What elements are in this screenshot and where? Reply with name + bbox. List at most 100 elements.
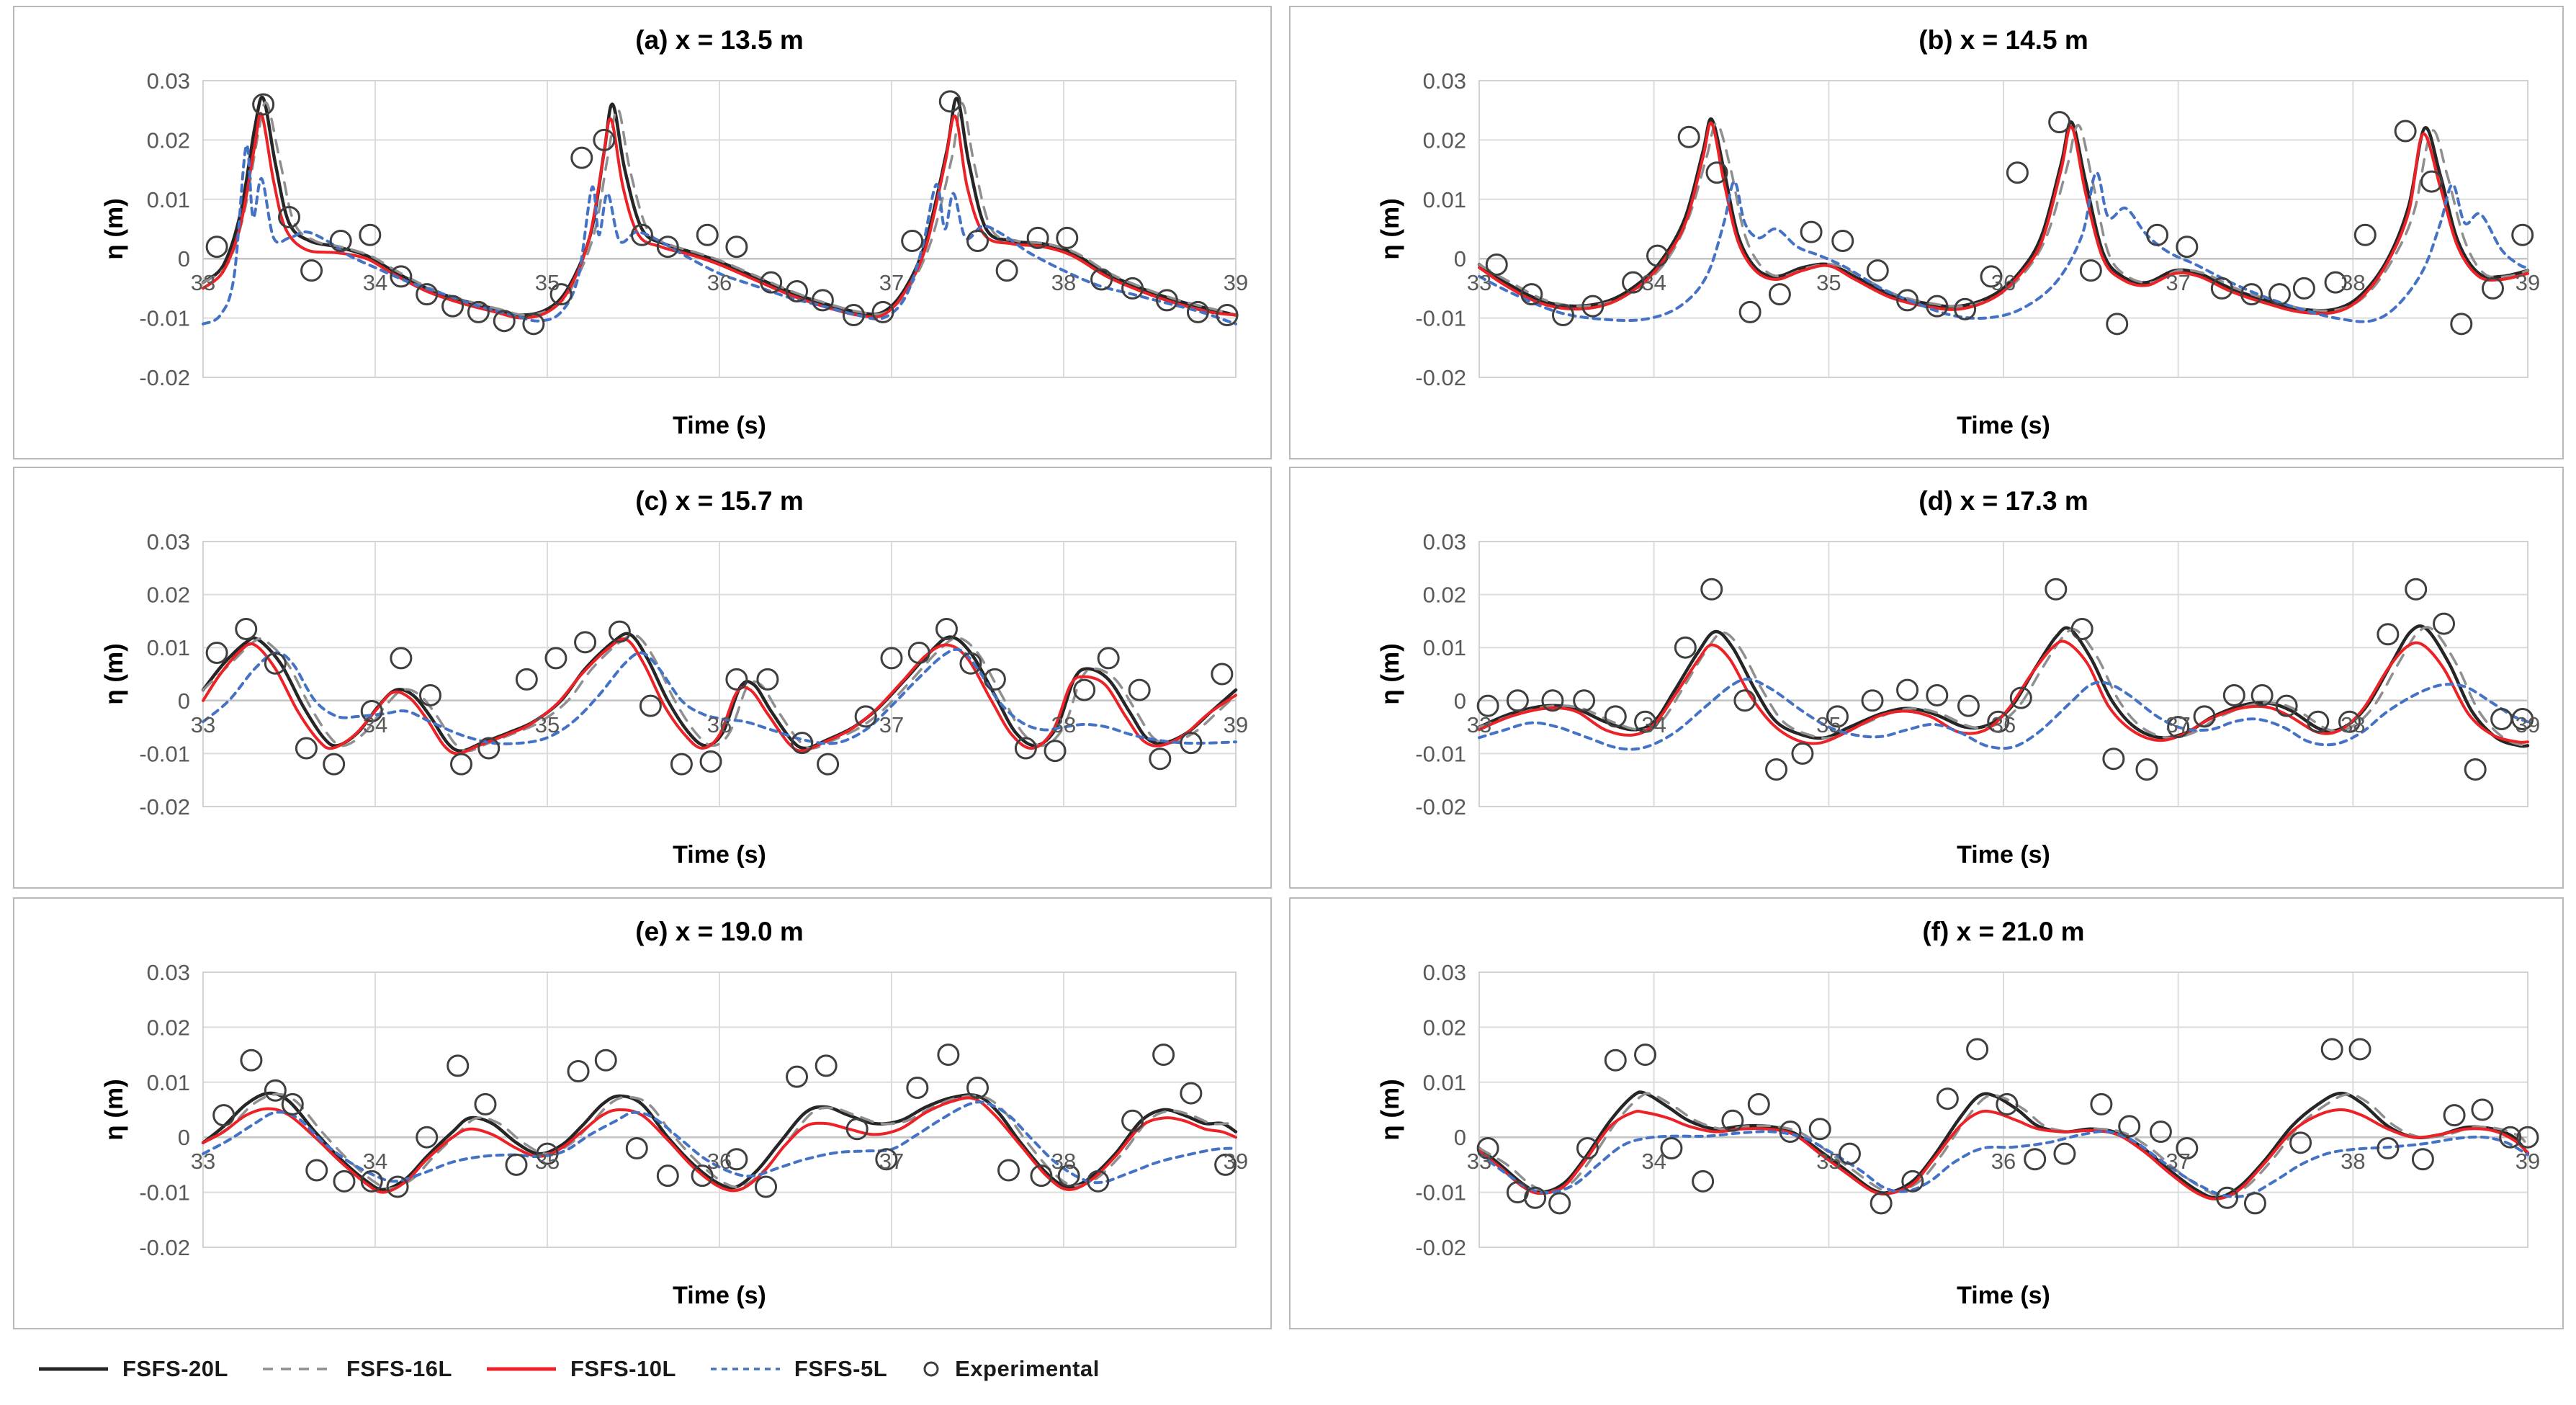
experimental-point	[2450, 313, 2473, 336]
series-line-fsfs-5l	[202, 1100, 1237, 1185]
experimental-point	[1926, 295, 1949, 318]
plot-border	[202, 541, 1237, 807]
x-tick-label: 38	[2341, 712, 2365, 737]
experimental-point	[2499, 1126, 2522, 1149]
experimental-point	[1622, 271, 1645, 294]
experimental-point	[2009, 686, 2032, 709]
series-line-fsfs-10l	[202, 637, 1237, 755]
legend-swatch-circle	[923, 1361, 939, 1377]
y-tick-label: -0.01	[1415, 306, 1466, 331]
experimental-point	[1808, 1118, 1831, 1141]
experimental-point	[205, 235, 228, 259]
y-axis-title: η (m)	[1376, 198, 1404, 260]
experimental-point	[907, 642, 930, 665]
legend-swatch-solid	[486, 1367, 556, 1371]
legend-item-fsfs-10l: FSFS-10L	[485, 1356, 676, 1382]
series-line-fsfs-10l	[1478, 121, 2529, 315]
experimental-point	[1476, 694, 1499, 717]
y-tick-label: 0.02	[147, 1015, 190, 1040]
x-tick-label: 33	[1467, 712, 1491, 737]
experimental-point	[2250, 683, 2274, 706]
experimental-point	[2146, 223, 2169, 246]
experimental-point	[2443, 1104, 2466, 1127]
experimental-point	[1800, 220, 1823, 243]
y-tick-label: 0	[1454, 688, 1466, 714]
experimental-point	[264, 652, 287, 675]
x-axis-title: Time (s)	[673, 841, 766, 868]
experimental-point	[295, 737, 318, 760]
experimental-point	[696, 223, 719, 246]
experimental-point	[1733, 689, 1756, 712]
experimental-point	[811, 289, 834, 312]
x-tick-label: 34	[1641, 1149, 1666, 1174]
experimental-point	[1057, 1164, 1080, 1188]
experimental-point	[875, 1148, 898, 1171]
experimental-point	[760, 271, 783, 294]
y-tick-label: -0.01	[139, 1180, 190, 1206]
experimental-point	[1926, 683, 1949, 706]
x-tick-label: 38	[1051, 1149, 1076, 1174]
experimental-point	[416, 283, 439, 306]
experimental-point	[467, 300, 490, 323]
experimental-point	[2149, 1121, 2172, 1144]
experimental-point	[240, 1049, 263, 1072]
experimental-point	[1826, 705, 1849, 728]
experimental-point	[281, 1092, 304, 1116]
experimental-point	[1765, 758, 1788, 781]
experimental-point	[966, 1076, 989, 1099]
x-tick-label: 34	[1641, 712, 1666, 737]
series-line-fsfs-16l	[1478, 1092, 2529, 1198]
x-tick-label: 33	[191, 270, 215, 295]
experimental-point	[567, 1060, 590, 1083]
experimental-point	[1090, 268, 1113, 291]
y-tick-label: -0.02	[1415, 794, 1466, 820]
y-tick-label: -0.01	[139, 306, 190, 331]
experimental-point	[2353, 223, 2377, 246]
experimental-point	[1087, 1170, 1110, 1193]
experimental-point	[1896, 678, 1919, 701]
experimental-point	[1700, 578, 1723, 601]
experimental-point	[1485, 253, 1508, 276]
series-line-fsfs-5l	[1478, 1130, 2529, 1198]
experimental-point	[1838, 1142, 1861, 1165]
y-tick-label: 0.02	[1423, 1015, 1466, 1040]
y-tick-label: 0.02	[1423, 583, 1466, 608]
experimental-point	[1831, 229, 1854, 252]
experimental-point	[997, 1159, 1020, 1182]
x-tick-label: 39	[1224, 712, 1248, 737]
experimental-point	[418, 683, 441, 706]
y-axis-title: η (m)	[100, 1079, 128, 1141]
experimental-point	[842, 303, 865, 326]
x-tick-label: 37	[2166, 1149, 2190, 1174]
experimental-point	[2243, 1192, 2266, 1215]
plot-border	[202, 971, 1237, 1248]
y-tick-label: 0.01	[147, 635, 190, 660]
panel-title: (a) x = 13.5 m	[635, 25, 803, 55]
experimental-point	[390, 265, 413, 288]
y-tick-label: 0.02	[1423, 127, 1466, 153]
chart-e: 0.03 0.02 0.01 0 -0.01 -0.02 33 34 35 36 37 38 39 (e)…	[100, 917, 1248, 1309]
experimental-point	[2216, 1186, 2239, 1209]
experimental-point	[656, 1164, 679, 1188]
experimental-point	[235, 617, 258, 640]
x-tick-label: 38	[2341, 270, 2365, 295]
x-tick-label: 37	[879, 270, 904, 295]
experimental-point	[2024, 1148, 2047, 1171]
experimental-point	[937, 1043, 960, 1067]
experimental-point	[1152, 1043, 1175, 1067]
series-line-fsfs-16l	[1478, 122, 2529, 313]
chart-c: 0.03 0.02 0.01 0 -0.01 -0.02 33 34 35 36 37 38 39 (c)…	[100, 486, 1248, 868]
experimental-point	[515, 668, 538, 691]
x-tick-label: 36	[707, 270, 732, 295]
experimental-point	[329, 229, 352, 252]
panel-title: (d) x = 17.3 m	[1918, 486, 2088, 516]
y-tick-label: -0.02	[1415, 365, 1466, 390]
y-tick-label: 0.03	[147, 68, 190, 94]
series-line-fsfs-20l	[1477, 117, 2530, 313]
y-tick-label: 0.03	[1423, 68, 1466, 94]
experimental-point	[390, 647, 413, 670]
chart-f: 0.03 0.02 0.01 0 -0.01 -0.02 33 34 35 36 37 38 39 (f)…	[1376, 917, 2540, 1309]
x-axis-title: Time (s)	[673, 412, 766, 439]
experimental-point	[2307, 710, 2330, 733]
